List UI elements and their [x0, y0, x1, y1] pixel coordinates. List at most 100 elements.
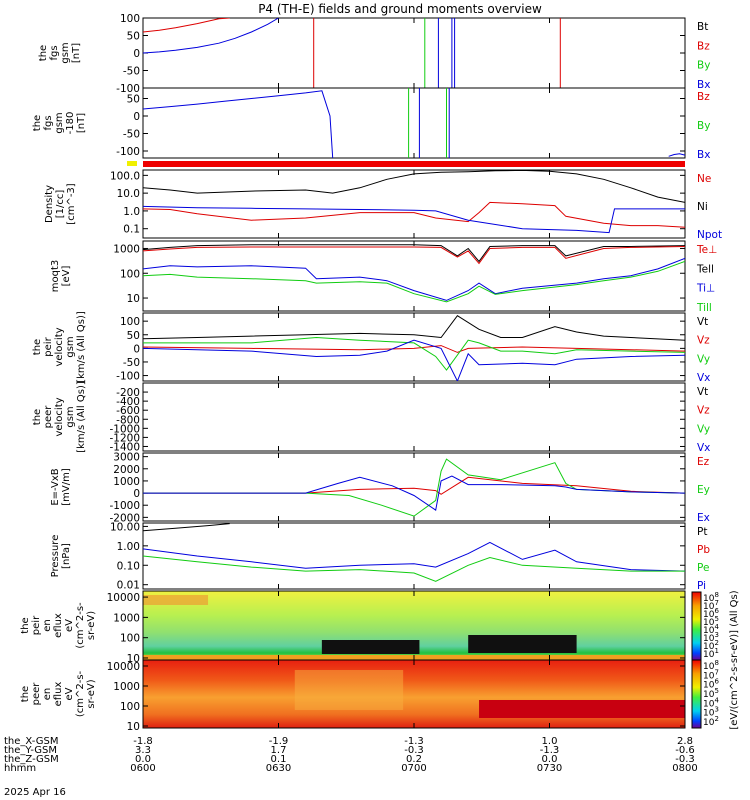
colorbar-tick-label: 103: [703, 631, 719, 644]
y-axis-label: [mV/m]: [61, 468, 72, 506]
y-tick-label: 50: [127, 31, 140, 43]
legend-ez: Ez: [697, 456, 710, 468]
y-tick-label: 10000: [107, 592, 140, 604]
series-line-te⊥: [143, 246, 685, 265]
y-tick-label: 1000: [113, 243, 140, 255]
y-tick-label: 10: [127, 653, 140, 665]
series-line-ex: [143, 475, 685, 511]
series-line-pe: [143, 555, 685, 582]
y-tick-label: 0.10: [117, 560, 140, 572]
spectrogram-dark-region: [479, 700, 685, 718]
orbit-value: 0730: [537, 763, 562, 774]
colorbar-tick-label: 105: [703, 615, 719, 628]
series-line-bz: [143, 18, 230, 33]
orbit-value: 0800: [672, 763, 697, 774]
colorbar-tick-label: 108: [703, 659, 719, 672]
y-tick-label: -600: [116, 405, 140, 417]
status-bar: [143, 161, 685, 167]
orbit-value: 0.2: [406, 754, 422, 765]
legend-ni: Ni: [697, 201, 708, 213]
panel-frame: [142, 169, 686, 239]
panel-frame: [142, 87, 686, 159]
y-tick-label: 0.1: [123, 224, 140, 236]
y-axis-label: [km/s (All Qs)]: [76, 311, 87, 383]
y-tick-label: 50: [127, 94, 140, 106]
y-axis-label: sr-eV): [86, 611, 97, 640]
panel-6: -200-400-600-800-1000-1200-1400 the peer ve…: [32, 381, 710, 454]
panel-3: 100.0 10.0 1.0 0.1 Density [1/cc] [cm^-3] Ne Ni N…: [44, 169, 722, 241]
panel-frame: [142, 312, 686, 382]
y-axis-label: [nT]: [76, 113, 87, 133]
panel-frame: [142, 17, 686, 89]
figure-title: P4 (TH-E) fields and ground moments over…: [258, 2, 542, 16]
y-axis-label: the: [32, 339, 43, 355]
legend-till: Till: [696, 302, 712, 314]
panel-8: 10.00 1.00 0.10 0.01 Pressure [nPa] Pt Pb Pe Pi: [50, 521, 710, 592]
y-axis-label: gsm: [54, 112, 65, 133]
orbit-value: 2.8: [677, 736, 693, 747]
orbit-value: 3.3: [135, 745, 151, 756]
panel-frame: [142, 522, 686, 590]
y-axis-label: peer: [31, 682, 42, 706]
y-tick-label: 10: [127, 293, 140, 305]
y-axis-label: peir: [43, 336, 54, 356]
colorbar-tick-label: 105: [703, 687, 719, 700]
series-line-vz: [143, 345, 685, 353]
series-line-bx: [668, 153, 685, 157]
series-line-tell: [143, 244, 685, 263]
y-tick-label: -400: [116, 396, 140, 408]
series-line-pi: [143, 541, 685, 572]
y-tick-label: -1200: [109, 432, 140, 444]
orbit-value: 0.0: [542, 754, 558, 765]
orbit-value: 0.0: [135, 754, 151, 765]
legend-pb: Pb: [697, 544, 710, 556]
y-axis-label: the: [32, 409, 43, 425]
legend-bz: Bz: [697, 40, 710, 52]
orbit-value: -1.8: [133, 736, 153, 747]
y-axis-label: E=-VxB: [50, 468, 61, 505]
orbit-value: -1.9: [269, 736, 289, 747]
y-axis-label: peir: [31, 615, 42, 635]
y-axis-label: gsm: [65, 406, 76, 427]
orbit-value: -0.3: [675, 754, 695, 765]
legend-vy: Vy: [697, 353, 710, 365]
panel-5: 100 500 -50 -100 the peir velocity gsm [km/s (Al…: [32, 311, 710, 384]
y-axis-label: (cm^2-s-: [75, 602, 86, 649]
series-group: [143, 244, 685, 303]
legend-by: By: [697, 60, 710, 72]
legend-bz: Bz: [697, 91, 710, 103]
panel-9: 10000 1000 100 10 the peir en eflux eV (cm^2-s-sr…: [20, 590, 686, 665]
colorbar-label: [eV/(cm^2-s-sr-eV)] (All Qs): [729, 590, 740, 729]
y-tick-label: 1.00: [117, 541, 140, 553]
legend-vx: Vx: [697, 442, 710, 454]
y-axis-label: [nPa]: [61, 543, 72, 569]
y-axis-label: [cm^-3]: [66, 183, 77, 224]
y-axis-label: Density: [44, 185, 55, 223]
y-tick-label: 0: [133, 48, 140, 60]
colorbar-tick-label: 102: [703, 639, 719, 652]
legend-ey: Ey: [697, 484, 710, 496]
y-tick-label: 0: [133, 488, 140, 500]
y-tick-label: 100: [120, 13, 140, 25]
orbit-label: the_Y-GSM: [4, 745, 57, 756]
legend-pt: Pt: [697, 526, 707, 538]
orbit-value: -0.3: [404, 745, 424, 756]
series-group: [143, 523, 685, 582]
orbit-label: hhmm: [4, 763, 36, 774]
y-tick-label: 100: [120, 701, 140, 713]
y-tick-label: 1000: [113, 681, 140, 693]
orbit-value: -1.3: [540, 745, 560, 756]
legend-vx: Vx: [697, 372, 710, 384]
y-axis-label: [eV]: [61, 266, 72, 287]
y-axis-label: eV: [64, 687, 75, 700]
y-axis-label: moqt3: [50, 260, 61, 293]
legend-te⊥: Te⊥: [696, 244, 717, 256]
spectrogram-bright-region: [294, 670, 404, 710]
y-tick-label: 50: [127, 330, 140, 342]
y-tick-label: 10.0: [117, 188, 140, 200]
y-axis-label: gsm: [60, 42, 71, 63]
y-tick-label: 10: [127, 721, 140, 733]
orbit-value: 0630: [266, 763, 291, 774]
y-tick-label: -200: [116, 387, 140, 399]
